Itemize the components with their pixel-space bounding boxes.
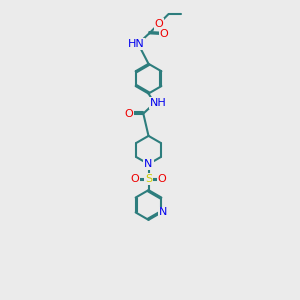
- Text: O: O: [125, 109, 134, 118]
- Text: O: O: [131, 174, 140, 184]
- Text: S: S: [145, 174, 152, 184]
- Text: NH: NH: [150, 98, 166, 108]
- Text: O: O: [160, 29, 169, 39]
- Text: O: O: [154, 19, 163, 29]
- Text: HN: HN: [128, 39, 144, 49]
- Text: N: N: [144, 159, 153, 169]
- Text: N: N: [159, 207, 167, 218]
- Text: O: O: [158, 174, 166, 184]
